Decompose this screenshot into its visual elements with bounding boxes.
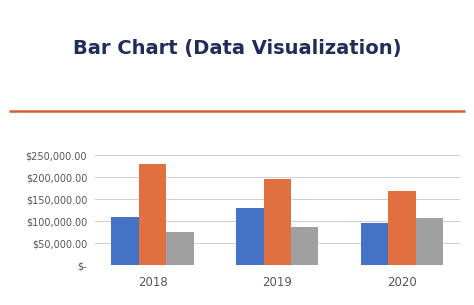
Bar xyxy=(166,232,194,265)
Text: Bar Chart (Data Visualization): Bar Chart (Data Visualization) xyxy=(73,39,401,58)
Bar xyxy=(291,227,319,265)
Bar xyxy=(388,191,416,265)
Bar xyxy=(264,179,291,265)
Bar xyxy=(111,217,139,265)
Bar xyxy=(236,208,264,265)
Bar xyxy=(361,224,388,265)
Bar xyxy=(139,164,166,265)
Bar xyxy=(416,218,443,265)
